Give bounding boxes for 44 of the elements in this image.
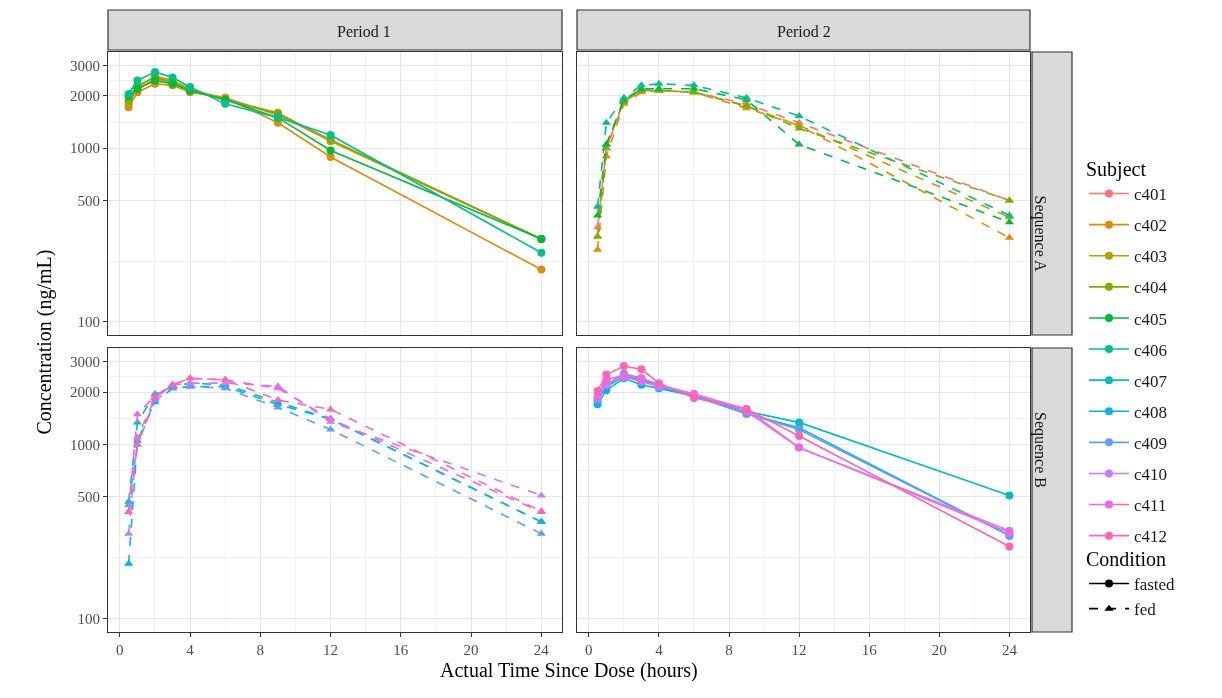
legend-label: c410	[1134, 465, 1168, 485]
x-tick-label: 24	[533, 642, 550, 659]
y-tick-label: 3000	[69, 353, 100, 370]
legend-title: Condition	[1086, 548, 1167, 570]
y-tick-label: 3000	[69, 57, 100, 74]
chart-title: Period 2	[777, 23, 831, 40]
y-tick-label: 500	[77, 192, 100, 209]
legend-label: c401	[1134, 185, 1168, 205]
legend-label: c412	[1134, 527, 1168, 547]
x-tick-label: 16	[861, 642, 878, 659]
legend-label: c411	[1134, 496, 1167, 516]
x-tick-label: 4	[655, 642, 664, 659]
x-axis-title: Actual Time Since Dose (hours)	[440, 659, 698, 682]
x-tick-label: 12	[323, 642, 339, 659]
x-tick-label: 8	[725, 642, 733, 659]
x-tick-label: 0	[116, 642, 124, 659]
legend-label: c407	[1134, 371, 1168, 391]
legend-label: c409	[1134, 433, 1168, 453]
text: Sequence A	[1030, 195, 1049, 272]
y-tick-label: 100	[77, 314, 100, 331]
y-tick-label: 100	[77, 611, 100, 628]
x-tick-label: 0	[585, 642, 593, 659]
y-tick-label: 2000	[69, 384, 100, 401]
y-tick-label: 1000	[69, 436, 100, 453]
x-tick-label: 16	[393, 642, 409, 659]
x-tick-label: 24	[1001, 642, 1018, 659]
legend-title: Subject	[1086, 158, 1147, 181]
x-tick-label: 4	[186, 642, 195, 659]
chart-title: Period 1	[337, 23, 391, 40]
x-tick-label: 8	[256, 642, 265, 659]
x-tick-label: 20	[931, 642, 947, 659]
legend-label: c402	[1134, 216, 1168, 236]
x-tick-label: 12	[791, 642, 807, 659]
legend-label: c403	[1134, 247, 1168, 267]
text: Sequence B	[1031, 412, 1049, 488]
x-tick-label: 20	[463, 642, 479, 659]
legend-label: c406	[1134, 340, 1168, 360]
y-tick-label: 2000	[69, 88, 100, 105]
legend-label: c408	[1134, 402, 1168, 422]
y-tick-label: 1000	[69, 140, 100, 157]
y-axis-title: Concentration (ng/mL)	[32, 249, 56, 435]
y-tick-label: 500	[77, 489, 100, 506]
legend-label: c404	[1134, 278, 1168, 298]
legend-label: c405	[1134, 309, 1168, 329]
